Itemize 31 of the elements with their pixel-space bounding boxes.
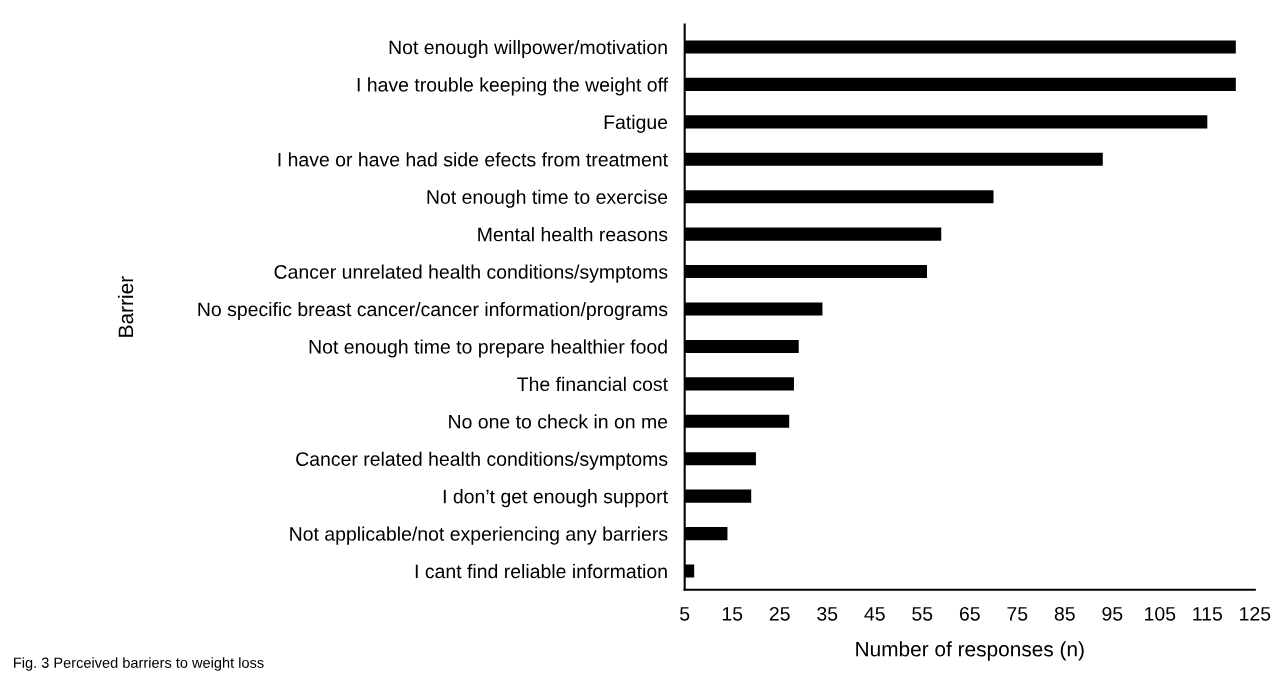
x-tick-label: 25 — [769, 606, 790, 621]
caption: Fig. 3 Perceived barriers to weight loss — [14, 657, 264, 671]
x-tick-label: 75 — [1007, 607, 1028, 621]
y-tick-label: No one to check in on me — [449, 414, 668, 429]
y-tick-label: The financial cost — [517, 376, 668, 392]
y-tick-label: No specific breast cancer/cancer information/programs — [198, 301, 668, 321]
x-tick-label: 5 — [680, 607, 690, 621]
y-tick-label: Not enough willpower/motivation — [389, 39, 667, 59]
x-tick-label: 45 — [864, 607, 885, 621]
y-tick-label: Not enough time to prepare healthier food — [309, 339, 667, 358]
x-tick-label: 15 — [722, 607, 743, 621]
y-tick-label: Not applicable/not experiencing any barriers — [290, 526, 668, 545]
x-tick-label: 95 — [1102, 606, 1123, 621]
y-tick-label: I cant find reliable information — [415, 563, 667, 579]
y-tick-label: Cancer related health conditions/symptoms — [296, 451, 668, 470]
x-axis-title: Number of responses (n) — [856, 641, 1084, 661]
x-tick-label: 85 — [1054, 606, 1075, 621]
x-tick-label: 115 — [1193, 607, 1222, 621]
y-tick-label: Mental health reasons — [478, 227, 668, 242]
x-tick-label: 65 — [959, 606, 980, 621]
x-tick-label: 35 — [817, 606, 838, 621]
y-tick-label: I have trouble keeping the weight off — [357, 77, 669, 96]
y-tick-label: I have or have had side efects from treatment — [278, 152, 668, 167]
y-tick-label: I don’t get enough support — [443, 489, 668, 508]
x-tick-label: 125 — [1240, 606, 1271, 621]
x-tick-label: 105 — [1145, 606, 1176, 621]
y-tick-label: Not enough time to exercise — [427, 189, 668, 208]
y-tick-label: Fatigue — [604, 114, 668, 133]
x-tick-label: 55 — [912, 607, 933, 621]
y-axis-title: Barrier — [117, 276, 134, 337]
y-tick-label: Cancer unrelated health conditions/symptoms — [274, 264, 668, 283]
